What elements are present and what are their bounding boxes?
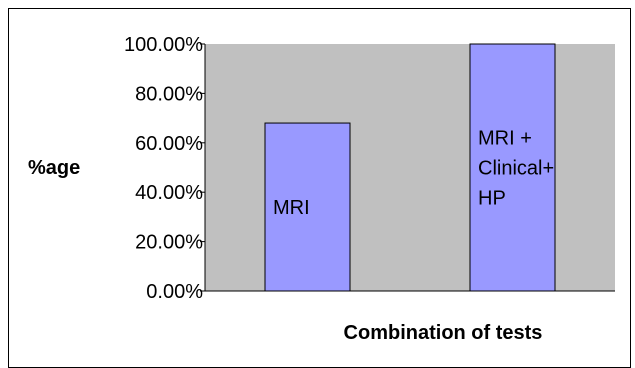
bar-category-label: MRI [273, 197, 310, 219]
y-axis-label: %age [28, 157, 80, 179]
y-tick-label: 100.00% [124, 34, 203, 56]
y-axis-ticks: 0.00% 20.00% 40.00% 60.00% 80.00% 100.00% [124, 34, 205, 303]
bar-category-label: MRI + Clinical+ HP [478, 128, 554, 210]
bars: MRI MRI + Clinical+ HP [264, 43, 556, 292]
y-tick-label: 60.00% [135, 133, 203, 155]
x-axis-label: Combination of tests [344, 322, 543, 344]
y-tick-label: 40.00% [135, 182, 203, 204]
y-tick-label: 0.00% [146, 281, 203, 303]
y-tick-label: 80.00% [135, 83, 203, 105]
bar [469, 43, 556, 292]
y-tick-label: 20.00% [135, 232, 203, 254]
